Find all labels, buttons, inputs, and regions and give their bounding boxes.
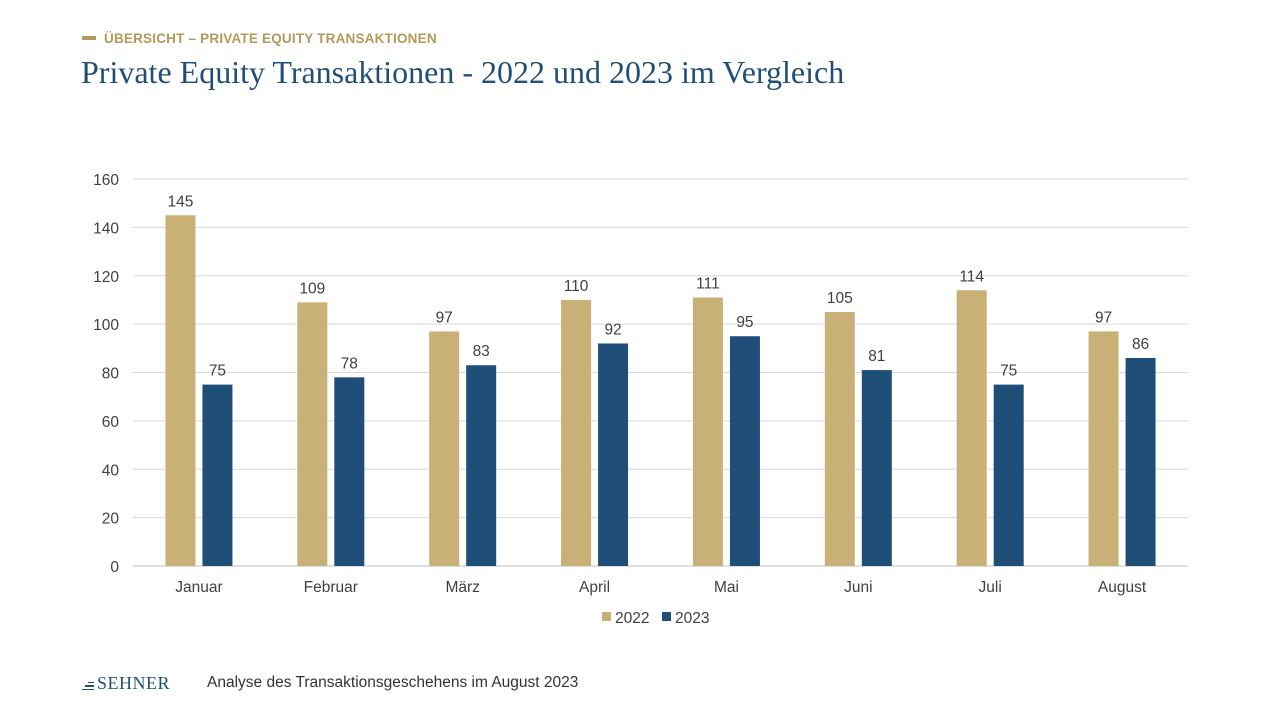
data-label: 81 bbox=[868, 348, 885, 365]
data-label: 86 bbox=[1132, 336, 1149, 353]
y-tick-label: 160 bbox=[93, 172, 119, 189]
x-tick-label: April bbox=[579, 579, 610, 596]
y-tick-label: 140 bbox=[93, 220, 119, 237]
data-label: 95 bbox=[736, 314, 753, 331]
logo-lines-icon bbox=[82, 681, 94, 691]
x-tick-label: Juni bbox=[844, 579, 872, 596]
data-label: 145 bbox=[168, 193, 194, 210]
data-label: 75 bbox=[1000, 363, 1017, 380]
x-axis-ticks: Januar Februar März April Mai Juni Juli August bbox=[175, 579, 1147, 596]
data-label: 114 bbox=[959, 268, 984, 285]
y-tick-label: 0 bbox=[110, 559, 119, 576]
legend-label: 2023 bbox=[675, 610, 709, 627]
legend: 2022 2023 bbox=[602, 610, 709, 627]
y-tick-label: 120 bbox=[93, 269, 119, 286]
bar-2023 bbox=[729, 336, 760, 566]
x-tick-label: Juli bbox=[979, 579, 1002, 596]
grid-lines bbox=[133, 178, 1188, 567]
y-tick-label: 20 bbox=[102, 511, 120, 528]
x-tick-label: Februar bbox=[304, 579, 358, 596]
y-tick-label: 40 bbox=[102, 462, 120, 479]
data-label: 109 bbox=[299, 280, 325, 297]
y-tick-label: 60 bbox=[102, 414, 120, 431]
bar-2023 bbox=[1125, 357, 1156, 566]
bar-2023 bbox=[466, 365, 497, 566]
x-tick-label: März bbox=[445, 579, 479, 596]
y-tick-label: 80 bbox=[102, 366, 120, 383]
x-tick-label: August bbox=[1098, 579, 1147, 596]
bar-2023 bbox=[861, 370, 892, 566]
bar-2023 bbox=[598, 343, 629, 566]
legend-label: 2022 bbox=[615, 610, 649, 627]
data-label: 92 bbox=[604, 321, 621, 338]
bar-2023 bbox=[993, 384, 1024, 566]
page-title: Private Equity Transaktionen - 2022 und … bbox=[81, 54, 845, 90]
data-label: 83 bbox=[473, 343, 490, 360]
section-label: ÜBERSICHT – PRIVATE EQUITY TRANSAKTIONEN bbox=[82, 30, 437, 46]
x-tick-label: Januar bbox=[175, 579, 222, 596]
data-labels: 145 75 109 78 97 83 110 92 111 95 105 81 114 75 97 86 bbox=[168, 193, 1150, 379]
legend-swatch-2023 bbox=[662, 612, 671, 621]
legend-swatch-2022 bbox=[602, 612, 611, 621]
bar-2022 bbox=[429, 331, 460, 566]
data-label: 105 bbox=[827, 290, 853, 307]
bar-2022 bbox=[956, 290, 987, 566]
bar-2022 bbox=[297, 302, 328, 566]
data-label: 111 bbox=[696, 276, 720, 293]
y-axis-ticks: 0 20 40 60 80 100 120 140 160 bbox=[93, 172, 119, 576]
y-tick-label: 100 bbox=[93, 317, 119, 334]
bar-2022 bbox=[692, 297, 723, 566]
data-label: 78 bbox=[341, 355, 358, 372]
data-label: 97 bbox=[1095, 309, 1112, 326]
sehner-logo: SEHNER bbox=[82, 673, 170, 693]
bar-2023 bbox=[334, 377, 365, 566]
bar-2022 bbox=[1088, 331, 1119, 566]
data-label: 75 bbox=[209, 363, 226, 380]
section-label-text: ÜBERSICHT – PRIVATE EQUITY TRANSAKTIONEN bbox=[104, 30, 437, 46]
bar-2022 bbox=[165, 215, 196, 566]
bar-2022 bbox=[561, 299, 592, 566]
bar-2023 bbox=[202, 384, 233, 566]
x-tick-label: Mai bbox=[714, 579, 739, 596]
bar-2022 bbox=[824, 312, 855, 566]
section-dash-decoration bbox=[82, 36, 96, 40]
bars bbox=[165, 215, 1156, 566]
data-label: 97 bbox=[436, 309, 453, 326]
logo-text: SEHNER bbox=[97, 672, 171, 693]
data-label: 110 bbox=[564, 278, 589, 295]
footer-caption: Analyse des Transaktionsgeschehens im Au… bbox=[207, 674, 579, 691]
